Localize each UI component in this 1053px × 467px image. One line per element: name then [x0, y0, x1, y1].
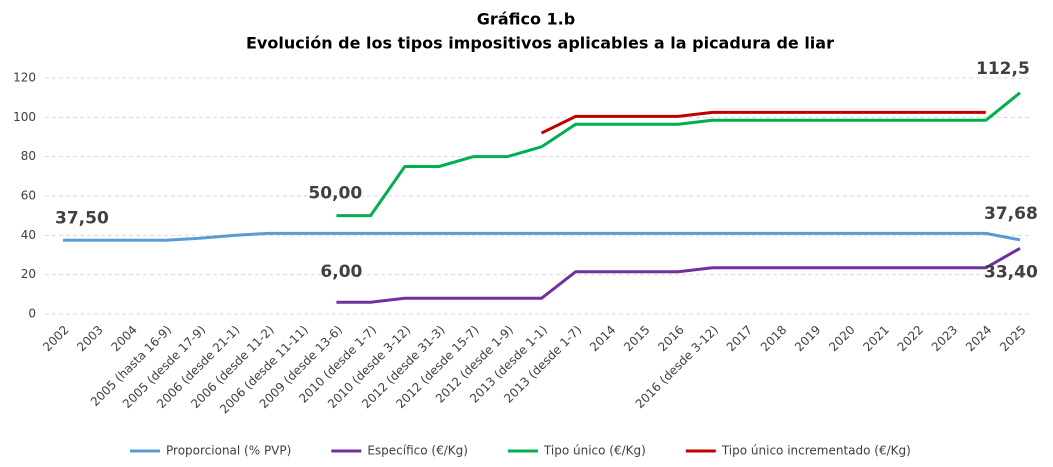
x-tick-label: 2023	[929, 323, 960, 354]
value-label: 6,00	[320, 262, 362, 282]
legend-label: Tipo único (€/Kg)	[543, 444, 646, 458]
y-tick-label: 40	[21, 228, 36, 242]
x-tick-label: 2019	[792, 323, 823, 354]
x-tick-label: 2003	[74, 323, 105, 354]
value-label: 37,68	[984, 204, 1038, 224]
y-tick-label: 60	[21, 189, 36, 203]
x-tick-label: 2024	[963, 323, 994, 354]
x-tick-label: 2020	[826, 323, 857, 354]
legend-label: Tipo único incrementado (€/Kg)	[721, 444, 911, 458]
series-line	[63, 231, 1021, 242]
x-tick-label: 2018	[758, 323, 789, 354]
x-tick-label: 2016	[655, 323, 686, 354]
y-tick-label: 20	[21, 267, 36, 281]
value-label: 33,40	[984, 262, 1038, 282]
x-tick-label: 2022	[895, 323, 926, 354]
x-tick-label: 2015	[621, 323, 652, 354]
y-tick-label: 0	[28, 307, 36, 321]
x-tick-label: 2021	[860, 323, 891, 354]
x-tick-label: 2017	[724, 323, 755, 354]
y-tick-label: 120	[13, 71, 36, 85]
x-tick-label: 2025	[997, 323, 1028, 354]
legend-label: Proporcional (% PVP)	[166, 444, 291, 458]
y-tick-label: 80	[21, 149, 36, 163]
legend-label: Específico (€/Kg)	[367, 444, 468, 458]
value-label: 112,5	[976, 59, 1030, 79]
value-label: 50,00	[308, 184, 362, 204]
y-tick-label: 100	[13, 110, 36, 124]
series-line	[336, 91, 1021, 218]
x-tick-label: 2014	[587, 323, 618, 354]
chart-subtitle: Evolución de los tipos impositivos aplic…	[246, 34, 834, 53]
series-line	[336, 247, 1021, 304]
series-line	[540, 110, 986, 135]
value-label: 37,50	[55, 208, 109, 228]
x-tick-label: 2004	[108, 323, 139, 354]
chart-title: Gráfico 1.b	[477, 10, 575, 29]
x-tick-label: 2002	[40, 323, 71, 354]
